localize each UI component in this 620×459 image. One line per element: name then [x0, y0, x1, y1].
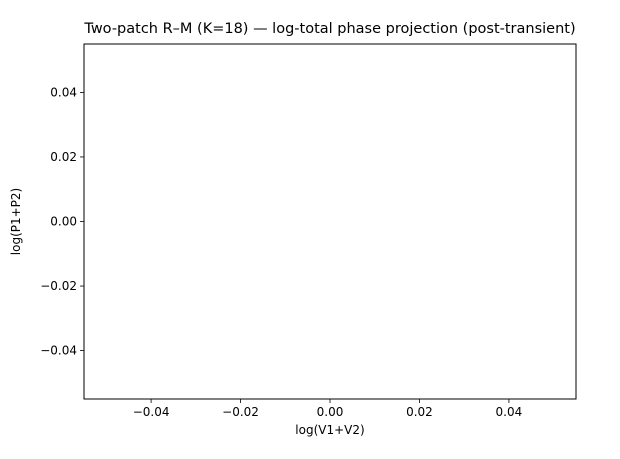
y-tick-label: −0.04 — [40, 344, 77, 358]
y-tick-label: 0.02 — [50, 150, 77, 164]
x-tick-label: −0.02 — [222, 405, 259, 419]
y-axis-label: log(P1+P2) — [9, 188, 23, 255]
y-axis: −0.04 −0.02 0.00 0.02 0.04 — [40, 85, 84, 358]
x-tick-label: 0.02 — [406, 405, 433, 419]
x-axis-label: log(V1+V2) — [295, 423, 364, 437]
x-axis: −0.04 −0.02 0.00 0.02 0.04 — [133, 399, 523, 419]
x-tick-label: 0.04 — [496, 405, 523, 419]
y-tick-label: 0.00 — [50, 215, 77, 229]
x-tick-label: −0.04 — [133, 405, 170, 419]
x-tick-label: 0.00 — [317, 405, 344, 419]
y-tick-label: −0.02 — [40, 279, 77, 293]
chart-title: Two-patch R–M (K=18) — log-total phase p… — [83, 21, 575, 37]
y-tick-label: 0.04 — [50, 85, 77, 99]
